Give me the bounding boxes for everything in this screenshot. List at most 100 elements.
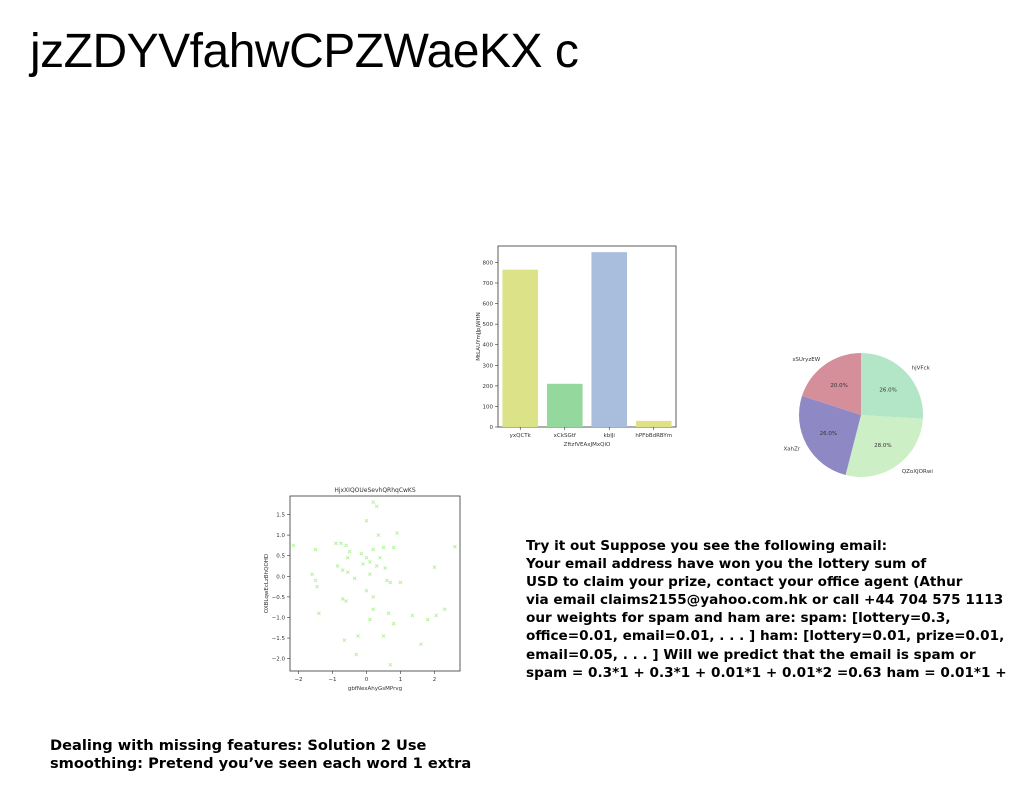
scatter-point	[352, 576, 357, 581]
scatter-point	[391, 621, 396, 626]
pie-label: QZoXJORwi	[902, 469, 934, 475]
scatter-point	[340, 597, 345, 601]
scatter-point	[374, 564, 379, 568]
bar-xCkSGtf	[546, 383, 583, 427]
x-tick-label: kbIJi	[604, 433, 616, 439]
y-tick-label: 800	[483, 260, 494, 266]
email-text-line: office=0.01, email=0.01, . . . ] ham: [l…	[526, 628, 1005, 645]
pie-slice-sSUryzEW	[802, 353, 861, 415]
scatter-point	[364, 518, 369, 523]
y-tick-label: −1.5	[272, 636, 286, 642]
y-tick-label: −1.0	[272, 615, 286, 621]
scatter-point	[364, 588, 369, 593]
pie-label: XahZr	[783, 446, 800, 452]
y-tick-label: 0.0	[276, 574, 285, 580]
pie-pct-label: 26.0%	[820, 431, 837, 437]
email-text-line: our weights for spam and ham are: spam: …	[526, 610, 951, 627]
email-text-line: Try it out Suppose you see the following…	[526, 538, 888, 554]
x-tick-label: 1	[399, 677, 403, 683]
scatter-title: HjxXIQOUeSevhQRhqCwKS	[334, 487, 416, 494]
y-tick-label: 300	[483, 363, 494, 369]
pie-pct-label: 20.0%	[830, 383, 847, 389]
pie-pct-label: 26.0%	[879, 388, 896, 394]
scatter-point	[371, 500, 376, 505]
scatter-point	[356, 634, 360, 638]
scatter-point	[339, 541, 343, 546]
x-tick-label: −1	[328, 677, 336, 683]
pie-chart: 26.0% hjVFck 28.0% QZoXJORwi 26.0% XahZr 20.0%…	[780, 322, 940, 507]
bar-kbIJi	[591, 252, 628, 427]
y-tick-label: −0.5	[272, 595, 286, 601]
scatter-point	[388, 580, 393, 585]
scatter-point	[310, 572, 315, 577]
pie-label: sSUryzEW	[792, 357, 820, 363]
email-text-line: USD to claim your prize, contact your of…	[526, 574, 963, 591]
scatter-point	[410, 613, 415, 618]
email-text-line: Your email address have won you the lott…	[526, 556, 927, 573]
scatter-point	[345, 570, 350, 575]
scatter-point	[347, 549, 352, 554]
scatter-point	[335, 564, 340, 568]
y-tick-label: 1.5	[276, 513, 285, 519]
scatter-point	[344, 543, 349, 548]
scatter-point	[381, 634, 386, 638]
y-axis-label: OXBLqwEcLzBhQOHD	[264, 554, 270, 613]
x-tick-label: hPFbBdRBYm	[635, 433, 672, 439]
scatter-point	[367, 559, 372, 564]
x-tick-label: 2	[433, 677, 437, 683]
scatter-point	[367, 572, 372, 577]
bar-hPFbBdRBYm	[635, 420, 672, 427]
y-axis-label: MtLAUYmJJpjWHN	[476, 312, 482, 361]
scatter-point	[386, 611, 391, 616]
y-tick-label: −2.0	[272, 657, 286, 663]
x-tick-label: 0	[365, 677, 369, 683]
scatter-point	[395, 531, 400, 535]
x-tick-label: xCkSGtf	[554, 433, 577, 439]
scatter-point	[359, 551, 364, 556]
scatter-point	[371, 594, 376, 599]
scatter-point	[432, 565, 437, 570]
scatter-point	[376, 533, 381, 538]
plot-frame	[497, 245, 677, 428]
scatter-point	[291, 543, 296, 548]
scatter-chart: HjxXIQOUeSevhQRhqCwKS −2.0 −1.5 −1.0 −0.5 0.0…	[258, 482, 468, 692]
email-text-line: via email claims2155@yahoo.com.hk or cal…	[526, 592, 1004, 609]
pie-slice-QZoXJORwi	[845, 415, 923, 477]
scatter-point	[384, 578, 389, 583]
x-axis-label: gbfNexAhyGsMPrvg	[348, 686, 402, 692]
pie-pct-label: 28.0%	[874, 443, 891, 449]
scatter-point	[378, 555, 383, 560]
scatter-point	[383, 566, 388, 570]
missing-features-text: Dealing with missing features: Solution …	[50, 737, 520, 773]
scatter-point	[425, 617, 430, 622]
scatter-point	[364, 555, 369, 560]
scatter-point	[345, 555, 350, 560]
scatter-point	[344, 599, 349, 603]
scatter-point	[361, 562, 366, 566]
x-tick-label: −2	[294, 677, 302, 683]
email-text-line: spam = 0.3*1 + 0.3*1 + 0.01*1 + 0.01*2 =…	[526, 664, 1007, 681]
email-example-text: Try it out Suppose you see the following…	[526, 537, 1022, 682]
plot-frame	[289, 495, 461, 672]
scatter-point	[316, 611, 321, 616]
y-tick-label: 0	[490, 425, 494, 431]
y-tick-label: 200	[483, 384, 494, 390]
scatter-point	[313, 547, 318, 552]
scatter-point	[367, 617, 372, 622]
scatter-point	[342, 638, 347, 643]
scatter-point	[391, 545, 396, 550]
y-tick-label: 400	[483, 343, 494, 349]
scatter-point	[442, 607, 447, 612]
scatter-point	[452, 544, 457, 549]
bar-chart: 0 100 200 300 400 500 600 700 800 yxQCTk xCkSGtf kb…	[470, 240, 685, 455]
scatter-point	[388, 662, 393, 667]
scatter-point	[371, 547, 376, 552]
scatter-point	[418, 642, 423, 647]
pie-slice-hjVFck	[861, 353, 923, 419]
bottom-text-line: Dealing with missing features: Solution …	[50, 737, 427, 754]
pie-slice-XahZr	[799, 395, 861, 476]
y-tick-label: 500	[483, 322, 494, 328]
x-tick-label: yxQCTk	[510, 433, 532, 439]
scatter-point	[313, 578, 318, 583]
